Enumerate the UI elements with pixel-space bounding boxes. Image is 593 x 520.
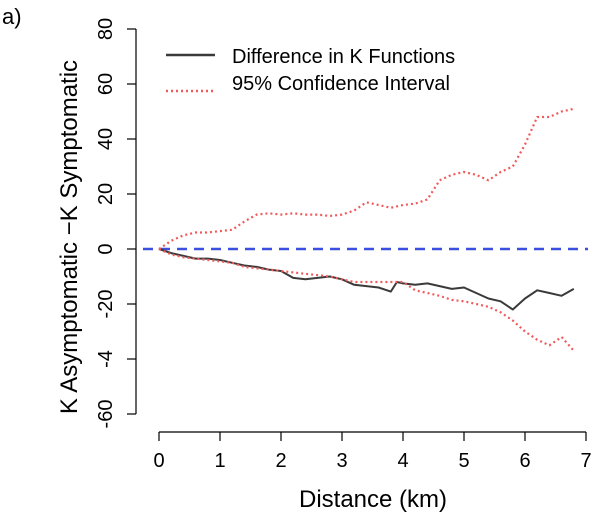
series-line-ci-upper [158, 107, 575, 250]
x-tick-label: 2 [275, 450, 286, 472]
legend-label-difference: Difference in K Functions [232, 46, 455, 68]
plot-area-frame [148, 42, 588, 432]
legend: Difference in K Functions 95% Confidence… [166, 46, 455, 95]
y-tick-label: -20 [95, 290, 117, 319]
x-axis-label: Distance (km) [299, 486, 447, 513]
y-tick-label: -60 [95, 400, 117, 429]
y-axis-label: K Asymptomatic −K Symptomatic [56, 60, 83, 414]
y-tick-label: -4 [95, 350, 117, 368]
legend-label-confidence: 95% Confidence Interval [232, 73, 450, 95]
y-tick-label: 80 [95, 18, 117, 40]
x-tick-label: 5 [458, 450, 469, 472]
x-tick-label: 6 [519, 450, 530, 472]
x-tick-label: 0 [153, 450, 164, 472]
x-tick-label: 4 [397, 450, 408, 472]
y-tick-label: 0 [95, 243, 117, 254]
y-tick-label: 20 [95, 183, 117, 205]
y-tick-label: 40 [95, 128, 117, 150]
series-group [158, 107, 575, 352]
panel-label: a) [2, 4, 22, 29]
y-axis: -60 -4 -20 0 20 40 60 80 [95, 18, 137, 429]
x-tick-label: 1 [214, 450, 225, 472]
series-line-difference [158, 248, 575, 311]
x-axis: 0 1 2 3 4 5 6 7 [153, 431, 592, 472]
x-tick-label: 3 [336, 450, 347, 472]
x-tick-label: 7 [580, 450, 591, 472]
y-tick-label: 60 [95, 73, 117, 95]
series-line-ci-lower [158, 247, 575, 352]
